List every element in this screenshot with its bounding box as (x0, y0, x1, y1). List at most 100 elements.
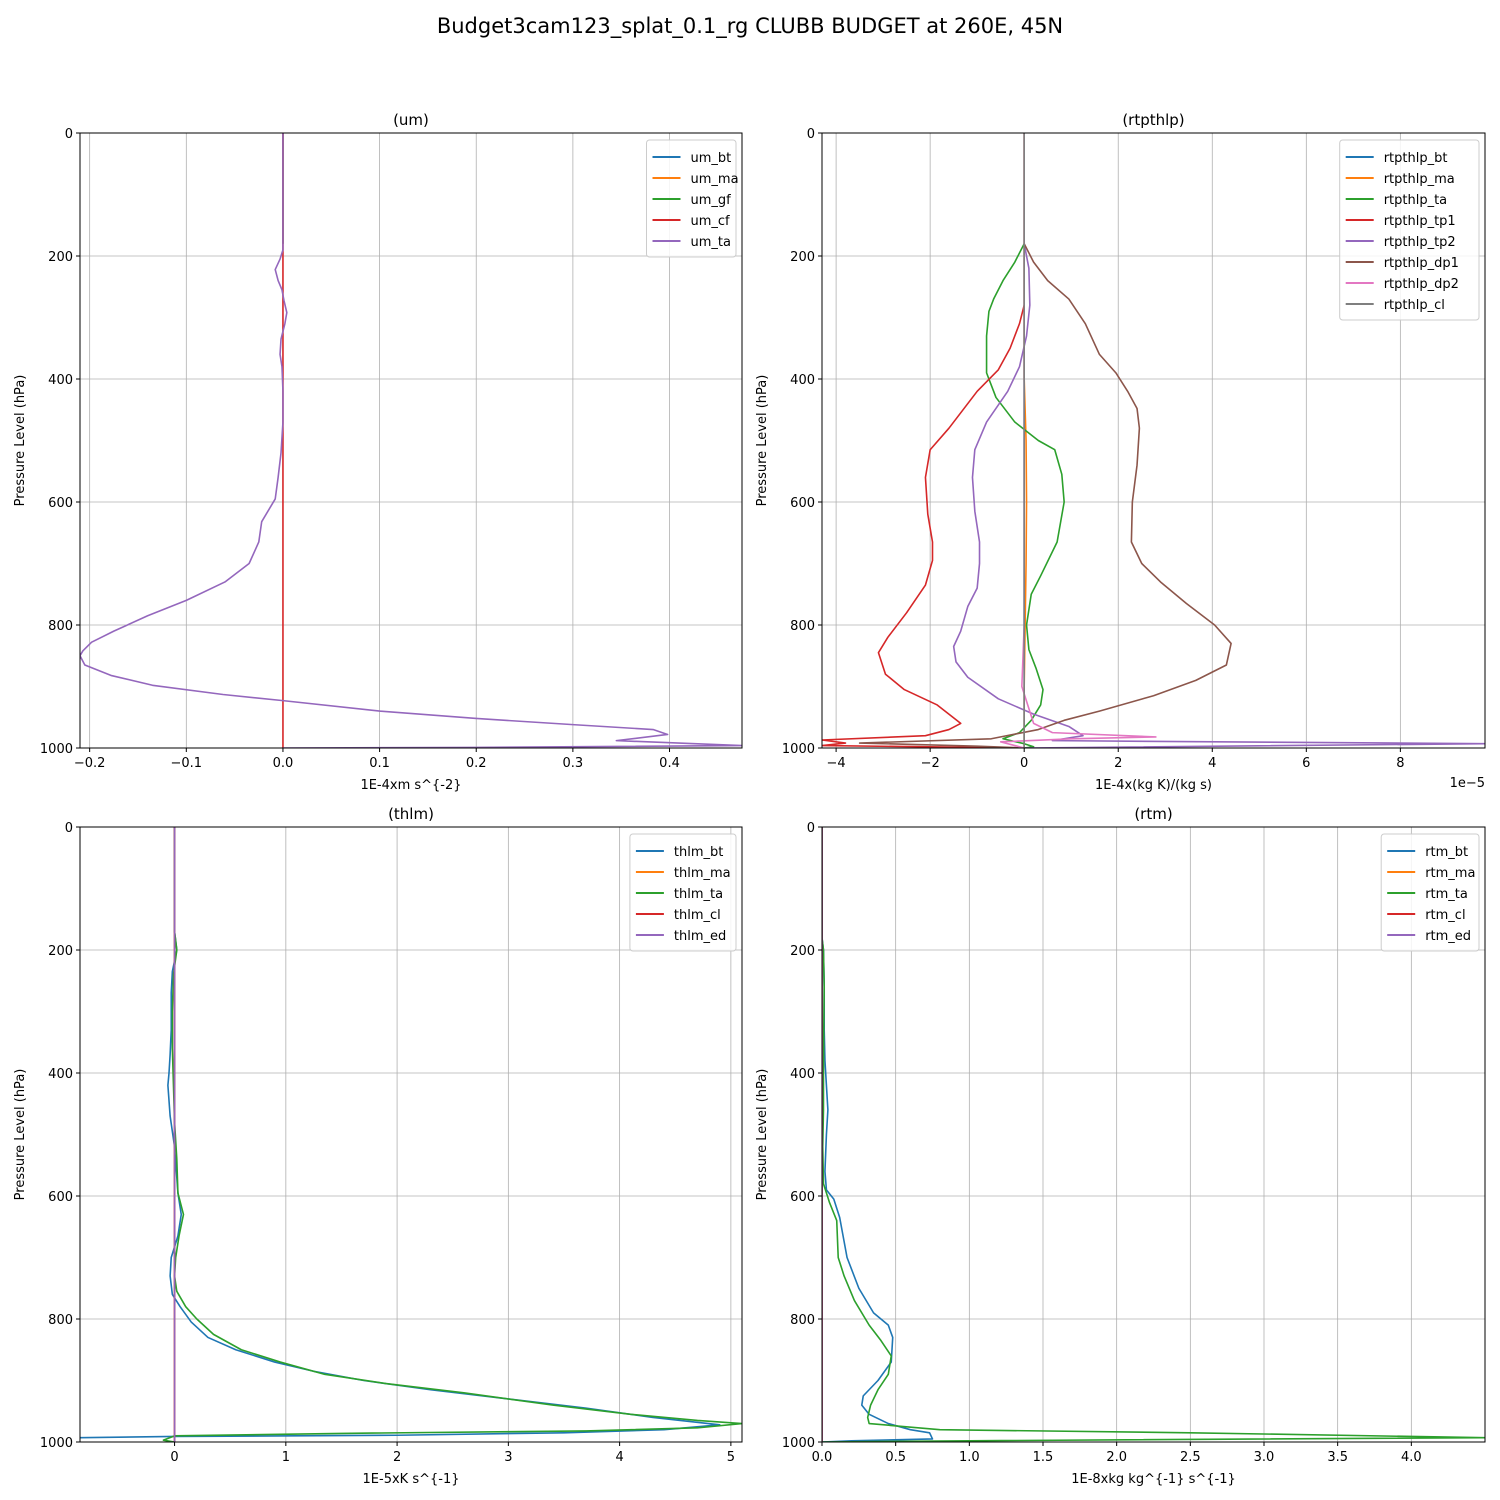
axes-frame (821, 132, 1486, 749)
x-tick-label: 3.0 (1254, 1450, 1275, 1465)
legend: um_bt um_ma um_gf um_cf um_ta (646, 139, 739, 258)
x-offset-text: 1e−5 (1450, 776, 1485, 791)
legend-box (1339, 139, 1480, 321)
series-line-rtpthlp_tp2 (952, 243, 1485, 748)
legend-label: rtm_bt (1425, 845, 1468, 860)
legend-label: rtpthlp_tp2 (1384, 235, 1456, 250)
x-tick-label: 3.5 (1327, 1450, 1348, 1465)
x-tick-label: 4 (1208, 756, 1216, 771)
x-tick-label: 6 (1302, 756, 1310, 771)
axes-frame (821, 826, 1486, 1443)
legend: rtpthlp_bt rtpthlp_ma rtpthlp_ta rtpthlp_tp… (1339, 139, 1480, 321)
series-line-thlm_bt (80, 827, 721, 1439)
x-tick-label: 1.5 (1033, 1450, 1054, 1465)
x-tick-label: 1 (282, 1450, 290, 1465)
y-axis-label: Pressure Level (hPa) (13, 375, 28, 507)
series-group (80, 133, 742, 748)
legend-label: um_ta (691, 235, 731, 250)
panel-0: −0.2 −0.1 0.0 0.1 0.2 0.3 0.4 0 200 400 600 800 1000… (13, 111, 743, 793)
x-tick-label: 2 (393, 1450, 401, 1465)
x-tick-label: 0.3 (563, 756, 584, 771)
series-line-rtpthlp_ta (985, 243, 1065, 748)
y-tick-label: 600 (48, 496, 73, 511)
legend-label: rtpthlp_ma (1384, 172, 1455, 187)
panel-title: (thlm) (388, 805, 434, 823)
series-line-um_ta (80, 133, 742, 748)
legend-label: um_gf (691, 193, 732, 208)
x-tick-label: 0.5 (885, 1450, 906, 1465)
series-group (80, 827, 742, 1442)
y-tick-label: 0 (807, 127, 815, 142)
panel-3: 0.0 0.5 1.0 1.5 2.0 2.5 3.0 3.5 4.0 0 200 400 600 800… (755, 805, 1486, 1487)
legend-label: rtm_ed (1425, 929, 1471, 944)
y-tick-label: 200 (48, 250, 73, 265)
series-line-rtpthlp_dp1 (858, 243, 1232, 748)
series-group (822, 133, 1485, 748)
y-tick-label: 1000 (782, 1436, 815, 1451)
legend-box (629, 833, 737, 952)
x-tick-label: 0.0 (273, 756, 294, 771)
y-tick-label: 0 (807, 821, 815, 836)
axes-frame (79, 132, 743, 749)
x-tick-label: −0.2 (74, 756, 106, 771)
legend-label: thlm_ed (674, 929, 726, 944)
x-tick-label: 5 (727, 1450, 735, 1465)
x-tick-label: 2.5 (1180, 1450, 1201, 1465)
x-tick-label: −4 (827, 756, 846, 771)
y-axis-label: Pressure Level (hPa) (755, 375, 770, 507)
x-tick-label: 0.1 (369, 756, 390, 771)
panel-title: (um) (393, 111, 429, 129)
y-axis-label: Pressure Level (hPa) (13, 1069, 28, 1201)
legend-label: rtpthlp_cl (1384, 298, 1445, 313)
y-tick-label: 200 (48, 944, 73, 959)
y-tick-label: 600 (790, 1190, 815, 1205)
legend-label: rtpthlp_tp1 (1384, 214, 1456, 229)
y-tick-label: 1000 (40, 1436, 73, 1451)
y-tick-label: 800 (790, 1313, 815, 1328)
legend-label: rtpthlp_dp1 (1384, 256, 1459, 271)
panel-2: 0 1 2 3 4 5 0 200 400 600 800 1000 1E-5xK s^{-1} Pres… (13, 805, 743, 1487)
series-group (822, 827, 1485, 1442)
legend: rtm_bt rtm_ma rtm_ta rtm_cl rtm_ed (1380, 833, 1480, 952)
y-tick-label: 0 (65, 821, 73, 836)
series-line-rtm_bt (822, 827, 934, 1442)
x-tick-label: 2.0 (1106, 1450, 1127, 1465)
y-tick-label: 1000 (40, 742, 73, 757)
legend-label: rtm_ma (1425, 866, 1475, 881)
x-tick-label: 0 (170, 1450, 178, 1465)
x-tick-label: 0.2 (466, 756, 487, 771)
x-axis-label: 1E-8xkg kg^{-1} s^{-1} (1071, 1472, 1236, 1487)
x-axis-label: 1E-4x(kg K)/(kg s) (1095, 778, 1212, 793)
x-tick-label: 4.0 (1401, 1450, 1422, 1465)
legend-label: thlm_cl (674, 908, 721, 923)
y-tick-label: 400 (790, 1067, 815, 1082)
panel-1: −4 −2 0 2 4 6 8 0 200 400 600 800 1000 1E-4x(kg K)/(k… (755, 111, 1486, 793)
y-tick-label: 800 (48, 1313, 73, 1328)
y-tick-label: 200 (790, 944, 815, 959)
x-tick-label: 8 (1396, 756, 1404, 771)
x-tick-label: 4 (615, 1450, 623, 1465)
x-tick-label: −0.1 (171, 756, 203, 771)
x-axis-label: 1E-4xm s^{-2} (360, 778, 461, 793)
y-tick-label: 400 (48, 1067, 73, 1082)
figure-title: Budget3cam123_splat_0.1_rg CLUBB BUDGET … (436, 14, 1064, 38)
series-line-rtm_ta (822, 827, 1485, 1442)
x-tick-label: 0 (1020, 756, 1028, 771)
axes-frame (79, 826, 743, 1443)
legend-label: thlm_ta (674, 887, 723, 902)
legend: thlm_bt thlm_ma thlm_ta thlm_cl thlm_ed (629, 833, 737, 952)
x-tick-label: 1.0 (959, 1450, 980, 1465)
y-axis-label: Pressure Level (hPa) (755, 1069, 770, 1201)
legend-label: thlm_bt (674, 845, 723, 860)
legend-label: rtm_ta (1425, 887, 1468, 902)
legend-label: rtpthlp_dp2 (1384, 277, 1459, 292)
legend-label: um_ma (691, 172, 739, 187)
x-tick-label: −2 (921, 756, 940, 771)
x-tick-label: 0.0 (812, 1450, 833, 1465)
y-tick-label: 600 (48, 1190, 73, 1205)
x-tick-label: 3 (504, 1450, 512, 1465)
y-tick-label: 400 (48, 373, 73, 388)
y-tick-label: 800 (48, 619, 73, 634)
x-tick-label: 0.4 (659, 756, 680, 771)
